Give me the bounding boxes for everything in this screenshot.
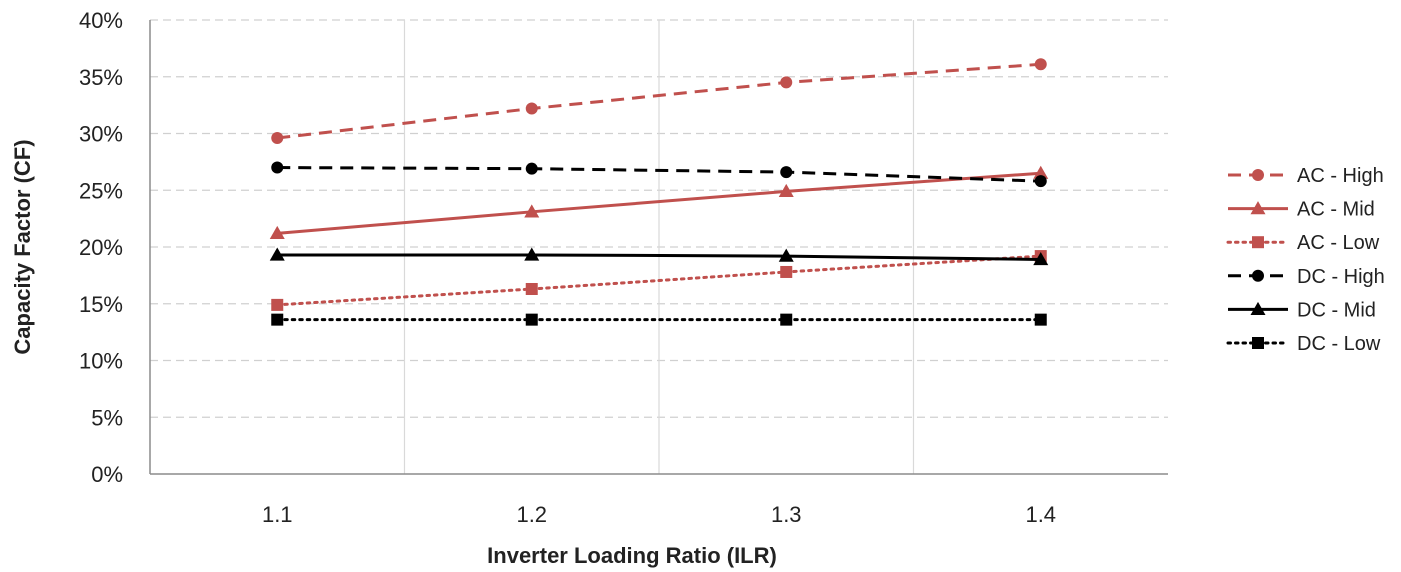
data-point-ac-high [271, 132, 284, 145]
data-point-dc-mid [1033, 251, 1049, 266]
legend-item-ac-high: AC - High [1228, 165, 1384, 187]
legend-label: AC - Low [1297, 232, 1380, 254]
legend-label: AC - High [1297, 165, 1384, 187]
legend-item-ac-low: AC - Low [1226, 232, 1380, 254]
y-tick-label: 30% [79, 122, 123, 147]
x-axis-title: Inverter Loading Ratio (ILR) [487, 543, 777, 568]
data-point-ac-mid [524, 204, 540, 218]
legend-item-ac-mid: AC - Mid [1228, 199, 1375, 221]
data-point-dc-mid [524, 247, 540, 261]
data-point-ac-mid [1033, 165, 1049, 179]
series-ac-low [271, 250, 1047, 311]
x-tick-label: 1.4 [1025, 502, 1056, 527]
data-point-ac-low [525, 282, 538, 295]
legend: AC - High AC - Mid AC - Low DC - High DC - M… [1226, 165, 1385, 355]
series-line-ac-high [277, 62, 1041, 140]
series-line-dc-high [277, 166, 1041, 183]
y-tick-label: 0% [91, 462, 123, 487]
y-tick-label: 35% [79, 65, 123, 90]
data-point-dc-high [271, 161, 284, 174]
y-tick-label: 25% [79, 178, 123, 203]
data-point-dc-low [271, 313, 284, 326]
series-dc-mid [269, 247, 1049, 266]
data-point-dc-low [525, 313, 538, 326]
data-point-dc-high [780, 166, 793, 179]
legend-item-dc-high: DC - High [1228, 266, 1385, 288]
y-tick-labels: 0% 5% 10% 15% 20% 25% 30% 35% 40% [79, 8, 123, 487]
legend-label: AC - Mid [1297, 199, 1375, 221]
x-tick-label: 1.3 [771, 502, 802, 527]
y-tick-label: 5% [91, 405, 123, 430]
x-tick-label: 1.1 [262, 502, 293, 527]
y-tick-label: 40% [79, 8, 123, 33]
data-point-ac-mid [778, 183, 794, 198]
data-point-ac-high [1034, 58, 1047, 71]
data-point-dc-low [780, 313, 793, 326]
series-layer [269, 58, 1049, 326]
legend-marker [1252, 337, 1264, 349]
data-point-ac-mid [269, 225, 285, 240]
axes [149, 20, 1168, 475]
legend-label: DC - Low [1297, 333, 1381, 355]
y-tick-label: 10% [79, 349, 123, 374]
legend-item-dc-low: DC - Low [1226, 333, 1381, 355]
legend-marker [1250, 201, 1266, 215]
data-point-ac-low [780, 265, 793, 278]
x-tick-label: 1.2 [516, 502, 547, 527]
data-point-dc-mid [778, 248, 794, 262]
y-tick-label: 20% [79, 235, 123, 260]
legend-marker [1252, 236, 1264, 249]
series-dc-high [271, 161, 1047, 188]
legend-item-dc-mid: DC - Mid [1228, 299, 1376, 321]
data-point-dc-high [525, 162, 538, 175]
series-ac-high [271, 58, 1047, 145]
gridlines [150, 19, 1168, 474]
x-tick-labels: 1.1 1.2 1.3 1.4 [262, 502, 1056, 527]
series-dc-low [271, 313, 1047, 326]
legend-label: DC - High [1297, 266, 1385, 288]
data-point-dc-mid [269, 247, 285, 261]
y-tick-label: 15% [79, 292, 123, 317]
data-point-ac-high [525, 102, 538, 115]
data-point-dc-high [1034, 175, 1047, 188]
legend-label: DC - Mid [1297, 299, 1376, 321]
legend-marker [1252, 169, 1264, 181]
data-point-dc-low [1034, 313, 1047, 326]
data-point-ac-high [780, 76, 793, 89]
series-line-dc-mid [277, 253, 1041, 261]
legend-marker [1250, 301, 1266, 316]
legend-marker [1252, 269, 1264, 282]
series-line-ac-mid [277, 171, 1041, 235]
series-line-ac-low [275, 254, 1043, 307]
data-point-ac-low [271, 298, 284, 311]
y-axis-title: Capacity Factor (CF) [10, 139, 35, 354]
series-ac-mid [269, 165, 1049, 240]
